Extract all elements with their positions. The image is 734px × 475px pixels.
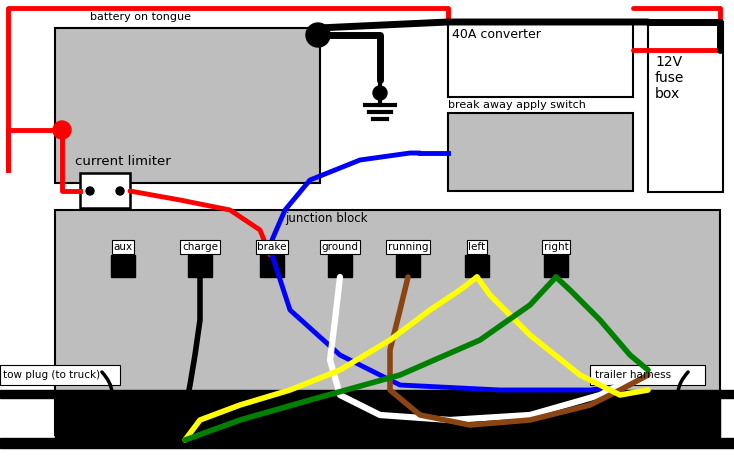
Bar <box>590 365 705 385</box>
Text: right: right <box>544 242 568 252</box>
Bar <box>544 255 568 277</box>
Bar <box>396 255 420 277</box>
Bar <box>448 22 633 97</box>
Bar <box>0 365 120 385</box>
Bar <box>465 255 489 277</box>
Text: charge: charge <box>182 242 218 252</box>
Text: trailer harness: trailer harness <box>595 370 671 380</box>
Circle shape <box>373 86 387 100</box>
Bar <box>188 255 212 277</box>
Bar <box>55 28 320 183</box>
Text: current limiter: current limiter <box>75 155 171 168</box>
Bar <box>648 22 723 192</box>
Circle shape <box>306 23 330 47</box>
Bar <box>55 210 720 435</box>
Text: brake: brake <box>257 242 287 252</box>
Bar <box>80 173 130 208</box>
Bar <box>0 438 734 448</box>
Bar <box>448 113 633 191</box>
Text: left: left <box>468 242 486 252</box>
Bar <box>260 255 284 277</box>
Bar <box>55 395 720 445</box>
Bar <box>0 390 734 398</box>
Bar <box>328 255 352 277</box>
Text: junction block: junction block <box>285 212 368 225</box>
Text: running: running <box>388 242 428 252</box>
Text: battery on tongue: battery on tongue <box>90 12 191 22</box>
Text: tow plug (to truck): tow plug (to truck) <box>3 370 100 380</box>
Circle shape <box>53 121 71 139</box>
Circle shape <box>116 187 124 195</box>
Circle shape <box>86 187 94 195</box>
Text: 12V
fuse
box: 12V fuse box <box>655 55 684 101</box>
Text: 40A converter: 40A converter <box>452 28 541 41</box>
Text: ground: ground <box>321 242 358 252</box>
Bar <box>111 255 135 277</box>
Text: break away apply switch: break away apply switch <box>448 100 586 110</box>
Text: aux: aux <box>114 242 133 252</box>
